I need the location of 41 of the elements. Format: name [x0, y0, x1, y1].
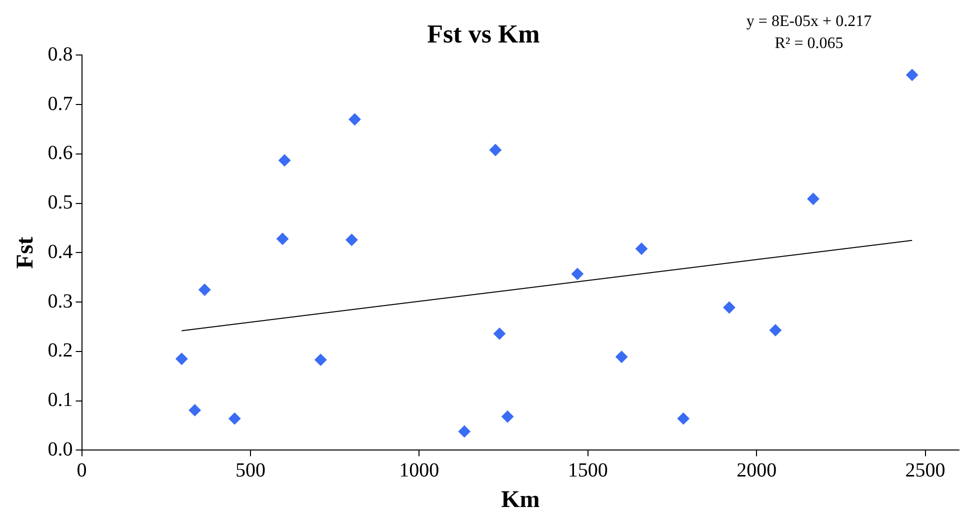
point: [807, 192, 820, 205]
point: [723, 302, 736, 314]
y-tick-label: 0.1: [48, 389, 73, 412]
point: [489, 144, 502, 156]
x-tick-label: 1500: [568, 459, 608, 482]
y-tick-label: 0.2: [48, 340, 73, 362]
text: R² = 0.065: [774, 35, 844, 52]
chart-title: Fst vs Km: [427, 19, 540, 48]
point: [346, 234, 358, 246]
y-tick-label: 0.4: [48, 240, 73, 263]
point: [458, 425, 470, 438]
y-tick-label: 0.3: [48, 290, 73, 312]
point: [493, 328, 506, 340]
x-tick-label: 500: [235, 459, 266, 482]
y-axis-title: Fst: [12, 236, 39, 269]
point: [314, 354, 327, 366]
y-tick-label: 0.5: [48, 192, 73, 214]
point: [502, 410, 514, 423]
point: [348, 113, 361, 126]
point: [636, 242, 648, 255]
point: [278, 154, 291, 166]
point: [276, 232, 289, 245]
text: y = 8E-05x + 0.217: [746, 13, 872, 30]
y-tick-label: 0.8: [48, 43, 73, 66]
x-tick-label: 1000: [399, 459, 440, 482]
point: [176, 352, 188, 365]
point: [198, 284, 211, 296]
point: [616, 350, 628, 363]
x-tick-label: 2500: [905, 459, 946, 482]
y-tick-label: 0.7: [48, 92, 73, 115]
point: [188, 404, 201, 416]
y-tick-label: 0.6: [48, 142, 73, 164]
point: [906, 68, 918, 81]
x-tick-label: 2000: [736, 459, 777, 482]
point: [571, 268, 584, 280]
y-tick-label: 0.0: [48, 438, 73, 460]
x-tick-label: 0: [76, 459, 87, 482]
point: [228, 412, 241, 425]
x-axis-title: Km: [501, 486, 540, 513]
point: [677, 412, 690, 425]
point: [769, 324, 782, 336]
